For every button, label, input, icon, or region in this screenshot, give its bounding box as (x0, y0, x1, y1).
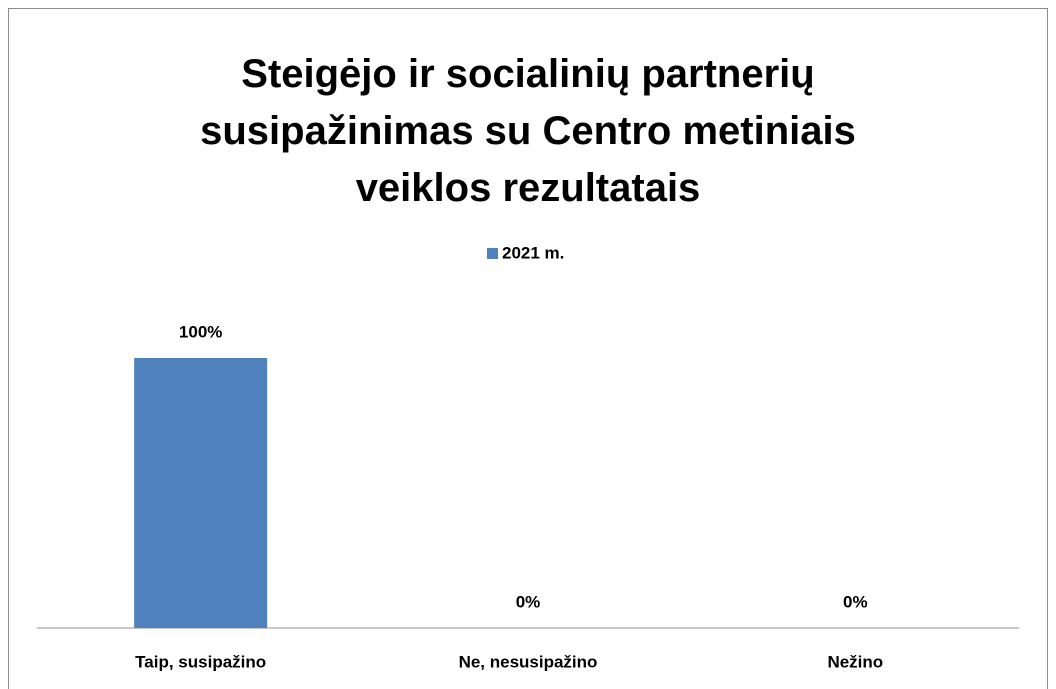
data-label: 0% (516, 592, 541, 611)
legend-swatch (487, 248, 498, 259)
chart-frame (8, 8, 1048, 689)
chart-title: Steigėjo ir socialinių partnerių susipaž… (200, 52, 856, 210)
x-tick-label: Ne, nesusipažino (459, 652, 598, 671)
bar (134, 358, 268, 628)
data-label: 0% (843, 592, 868, 611)
x-tick-label: Nežino (827, 652, 883, 671)
x-tick-label: Taip, susipažino (135, 652, 266, 671)
data-label: 100% (179, 322, 222, 341)
legend-label: 2021 m. (502, 243, 564, 262)
